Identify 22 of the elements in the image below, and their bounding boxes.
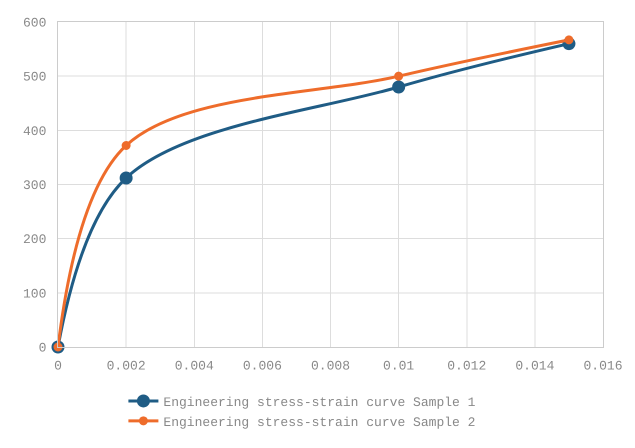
point	[122, 141, 131, 150]
x-tick-label: 0.01	[383, 358, 414, 374]
y-tick-label: 500	[22, 70, 46, 85]
point	[392, 80, 406, 94]
y-tick-label: 300	[22, 178, 46, 194]
y-tick-label: 0	[38, 340, 46, 356]
x-tick-label: 0.008	[310, 358, 350, 374]
point	[120, 172, 133, 184]
x-tick-label: 0.002	[106, 358, 146, 374]
x-tick-label: 0.012	[447, 358, 486, 374]
legend-label: Engineering stress-strain curve Sample 1	[163, 395, 476, 410]
y-tick-label: 600	[22, 16, 46, 31]
x-tick-label: 0.016	[583, 358, 623, 374]
point	[394, 72, 404, 81]
y-tick-label: 200	[22, 232, 46, 248]
x-tick-label: 0.004	[174, 358, 214, 374]
x-tick-label: 0	[54, 358, 62, 374]
legend-label: Engineering stress-strain curve Sample 2	[163, 414, 476, 430]
x-tick-label: 0.014	[515, 358, 555, 374]
x-tick-label: 0.006	[242, 358, 282, 374]
y-tick-label: 100	[22, 286, 46, 302]
y-tick-label: 400	[22, 124, 46, 139]
